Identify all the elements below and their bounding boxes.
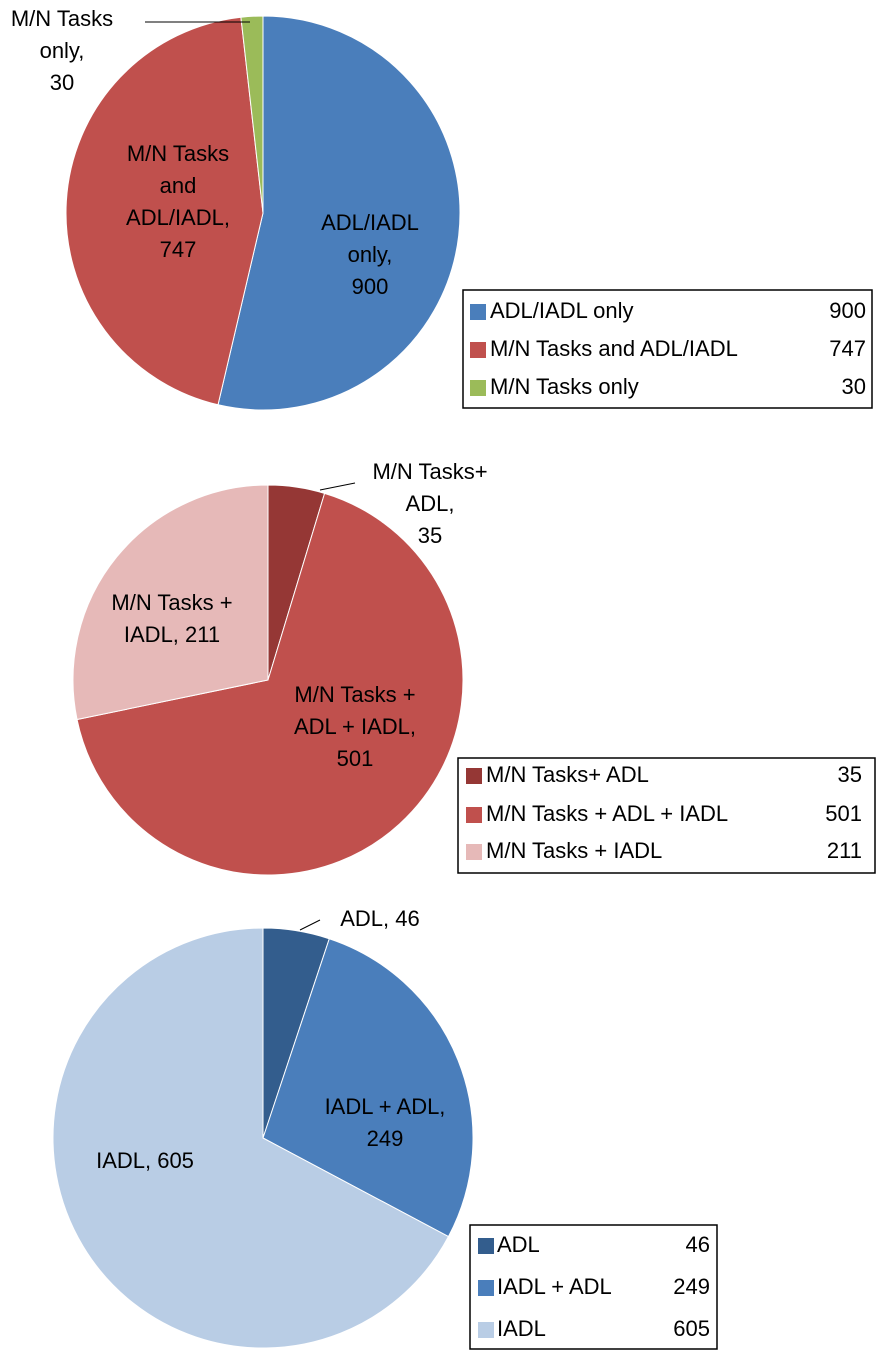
legend-swatch <box>478 1280 494 1296</box>
legend-value: 249 <box>673 1274 710 1299</box>
slice-label: M/N Tasks + <box>294 682 415 707</box>
legend-value: 35 <box>838 762 862 787</box>
legend-value: 501 <box>825 801 862 826</box>
slice-label: ADL, <box>406 491 455 516</box>
legend-label: M/N Tasks+ ADL <box>486 762 649 787</box>
slice-label: ADL, 46 <box>340 906 420 931</box>
slice-label: M/N Tasks + <box>111 590 232 615</box>
slice-label: M/N Tasks <box>11 6 113 31</box>
slice-label: M/N Tasks+ <box>372 459 487 484</box>
legend-swatch <box>466 844 482 860</box>
slice-label: ADL + IADL, <box>294 714 416 739</box>
slice-label: 900 <box>352 274 389 299</box>
legend-swatch <box>470 380 486 396</box>
pie-slice <box>217 15 461 411</box>
legend-label: M/N Tasks only <box>490 374 639 399</box>
slice-label: 249 <box>367 1126 404 1151</box>
leader-line <box>299 919 321 931</box>
slice-label: IADL, 211 <box>124 622 220 647</box>
slice-label: 30 <box>50 70 74 95</box>
pie-slice <box>52 927 450 1349</box>
pie-slice <box>65 16 264 406</box>
slice-label: only, <box>348 242 393 267</box>
pie-slice <box>76 492 464 876</box>
legend-label: IADL + ADL <box>497 1274 612 1299</box>
slice-label: M/N Tasks <box>127 141 229 166</box>
legend-value: 211 <box>827 838 862 863</box>
pie-slice <box>72 484 269 721</box>
legend-value: 30 <box>842 374 866 399</box>
legend-box <box>457 757 876 874</box>
slice-label: ADL/IADL <box>321 210 419 235</box>
legend-swatch <box>478 1238 494 1254</box>
slice-label: 35 <box>418 523 442 548</box>
leader-line <box>319 482 356 491</box>
slice-label: 501 <box>337 746 374 771</box>
legend-box <box>462 289 873 409</box>
legend-label: ADL <box>497 1232 540 1257</box>
legend-swatch <box>478 1322 494 1338</box>
legend-swatch <box>470 304 486 320</box>
legend-value: 747 <box>829 336 866 361</box>
legend-label: ADL/IADL only <box>490 298 633 323</box>
slice-label: only, <box>40 38 85 63</box>
pie-slice <box>240 15 264 214</box>
legend-label: IADL <box>497 1316 546 1341</box>
legend-box <box>469 1224 718 1350</box>
pie-slice <box>262 938 474 1238</box>
slice-label: ADL/IADL, <box>126 205 230 230</box>
legend-value: 900 <box>829 298 866 323</box>
legend-label: M/N Tasks + ADL + IADL <box>486 801 728 826</box>
slice-label: IADL, 605 <box>96 1148 194 1173</box>
slice-label: 747 <box>160 237 197 262</box>
legend-swatch <box>466 807 482 823</box>
legend-value: 46 <box>686 1232 710 1257</box>
slice-label: IADL + ADL, <box>325 1094 446 1119</box>
slice-label: and <box>160 173 197 198</box>
legend-label: M/N Tasks + IADL <box>486 838 662 863</box>
legend-swatch <box>470 342 486 358</box>
legend-value: 605 <box>673 1316 710 1341</box>
legend-swatch <box>466 768 482 784</box>
legend-label: M/N Tasks and ADL/IADL <box>490 336 738 361</box>
